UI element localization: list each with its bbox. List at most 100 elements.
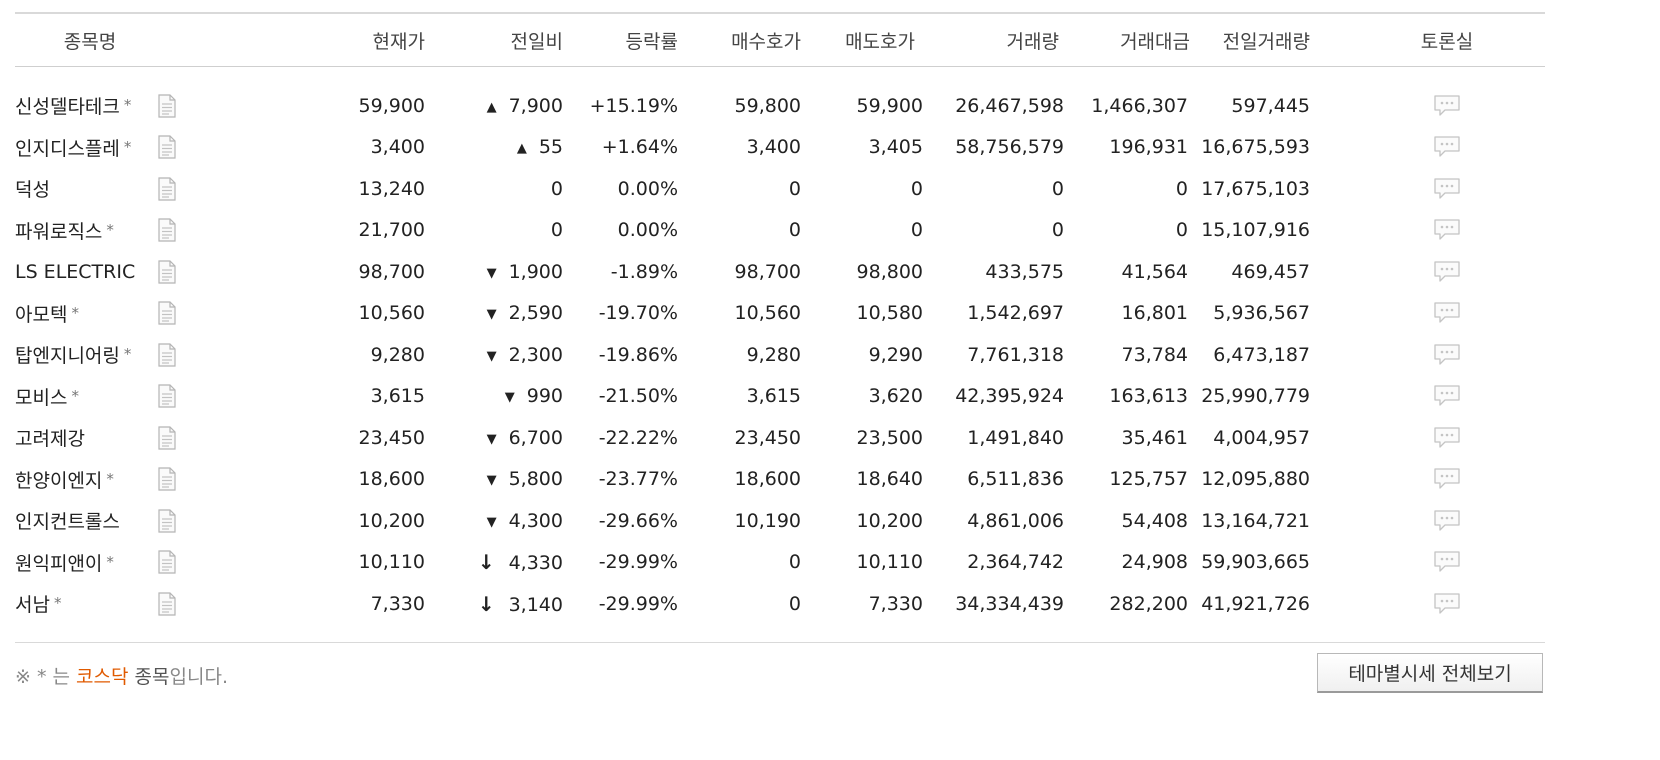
rate-cell: -1.89% (610, 260, 678, 283)
change-cell: ▼ 1,900 (425, 251, 563, 293)
rate-cell: -21.50% (598, 385, 678, 408)
forum-cell (1319, 168, 1545, 210)
volume-cell: 7,761,318 (967, 343, 1064, 366)
price-cell: 59,900 (358, 94, 425, 117)
stock-name-link[interactable]: 탑엔지니어링 (15, 345, 120, 368)
change-value: 0 (550, 219, 563, 242)
stock-name-link[interactable]: 원익피앤이 (15, 552, 103, 575)
volume-cell: 1,491,840 (967, 426, 1064, 449)
ask-cell: 0 (910, 177, 923, 200)
speech-bubble-icon[interactable] (1433, 467, 1461, 491)
table-row: 고려제강 23,450 ▼ 6,700 -22.22% 23,450 23,500 1,491… (15, 417, 1545, 459)
change-value: 6,700 (508, 426, 563, 449)
stock-name-link[interactable]: LS ELECTRIC (15, 260, 136, 283)
stock-name-link[interactable]: 한양이엔지 (15, 469, 103, 492)
rate-cell: -29.66% (598, 509, 678, 532)
stock-name-cell: 고려제강 (15, 417, 315, 459)
amount-cell: 0 (1175, 177, 1188, 200)
speech-bubble-icon[interactable] (1433, 135, 1461, 159)
view-all-theme-prices-button[interactable]: 테마별시세 전체보기 (1317, 653, 1543, 693)
volume-cell: 0 (1051, 177, 1064, 200)
bid-cell: 98,700 (734, 260, 801, 283)
amount-cell: 54,408 (1121, 509, 1188, 532)
volume-cell: 1,542,697 (967, 302, 1064, 325)
prev-volume-cell: 25,990,779 (1201, 385, 1310, 408)
change-cell: ▼ 990 (425, 376, 563, 418)
speech-bubble-icon[interactable] (1433, 218, 1461, 242)
document-icon[interactable] (157, 260, 177, 284)
volume-cell: 6,511,836 (967, 468, 1064, 491)
bid-cell: 18,600 (734, 468, 801, 491)
document-icon[interactable] (157, 177, 177, 201)
forum-cell (1319, 293, 1545, 335)
speech-bubble-icon[interactable] (1433, 509, 1461, 533)
stock-name-link[interactable]: 신성델타테크 (15, 96, 120, 119)
prev-volume-cell: 4,004,957 (1213, 426, 1310, 449)
document-icon[interactable] (157, 509, 177, 533)
kosdaq-marker: * (123, 96, 132, 115)
speech-bubble-icon[interactable] (1433, 301, 1461, 325)
stock-name-link[interactable]: 아모텍 (15, 303, 68, 326)
document-icon[interactable] (157, 592, 177, 616)
price-cell: 10,560 (358, 302, 425, 325)
header-ask: 매도호가 (801, 12, 923, 67)
speech-bubble-icon[interactable] (1433, 426, 1461, 450)
header-price: 현재가 (315, 12, 425, 67)
forum-cell (1319, 334, 1545, 376)
price-cell: 9,280 (370, 343, 425, 366)
stock-name-cell: 신성델타테크 * (15, 85, 315, 127)
forum-cell (1319, 500, 1545, 542)
prev-volume-cell: 5,936,567 (1213, 302, 1310, 325)
bid-cell: 0 (788, 592, 801, 615)
document-icon[interactable] (157, 343, 177, 367)
bid-cell: 10,190 (734, 509, 801, 532)
ask-cell: 0 (910, 219, 923, 242)
document-icon[interactable] (157, 426, 177, 450)
change-value: 990 (526, 385, 563, 408)
stock-name-link[interactable]: 고려제강 (15, 428, 85, 451)
ask-cell: 59,900 (856, 94, 923, 117)
volume-cell: 58,756,579 (955, 136, 1064, 159)
speech-bubble-icon[interactable] (1433, 260, 1461, 284)
triangle-down-icon: ▼ (486, 473, 497, 489)
amount-cell: 73,784 (1121, 343, 1188, 366)
theme-stock-table-container: 종목명 현재가 전일비 등락률 매수호가 매도호가 거래량 거래대금 전일거래량… (15, 12, 1545, 643)
document-icon[interactable] (157, 94, 177, 118)
stock-name-link[interactable]: 인지디스플레 (15, 137, 120, 160)
rate-cell: -29.99% (598, 592, 678, 615)
stock-name-link[interactable]: 덕성 (15, 179, 50, 202)
stock-name-link[interactable]: 파워로직스 (15, 220, 103, 243)
amount-cell: 16,801 (1121, 302, 1188, 325)
speech-bubble-icon[interactable] (1433, 550, 1461, 574)
triangle-down-icon: ▼ (486, 431, 497, 447)
change-value: 55 (538, 136, 563, 159)
speech-bubble-icon[interactable] (1433, 592, 1461, 616)
kosdaq-marker: * (71, 303, 79, 322)
amount-cell: 24,908 (1121, 551, 1188, 574)
bid-cell: 3,400 (746, 136, 801, 159)
speech-bubble-icon[interactable] (1433, 177, 1461, 201)
ask-cell: 7,330 (868, 592, 923, 615)
document-icon[interactable] (157, 135, 177, 159)
speech-bubble-icon[interactable] (1433, 384, 1461, 408)
price-cell: 98,700 (358, 260, 425, 283)
kosdaq-marker: * (106, 552, 114, 571)
change-cell: ↓ 4,330 (425, 542, 563, 584)
rate-cell: 0.00% (617, 219, 678, 242)
document-icon[interactable] (157, 301, 177, 325)
speech-bubble-icon[interactable] (1433, 343, 1461, 367)
stock-name-link[interactable]: 인지컨트롤스 (15, 511, 120, 534)
document-icon[interactable] (157, 218, 177, 242)
table-row: 신성델타테크 * 59,900 ▲ 7,900 +15.19% 59,800 59,900 26… (15, 85, 1545, 127)
document-icon[interactable] (157, 550, 177, 574)
speech-bubble-icon[interactable] (1433, 94, 1461, 118)
document-icon[interactable] (157, 384, 177, 408)
stock-name-link[interactable]: 모비스 (15, 386, 68, 409)
table-row: LS ELECTRIC 98,700 ▼ 1,900 -1.89% 98,700 98,80… (15, 251, 1545, 293)
ask-cell: 10,200 (856, 509, 923, 532)
document-icon[interactable] (157, 467, 177, 491)
amount-cell: 196,931 (1109, 136, 1188, 159)
price-cell: 7,330 (370, 592, 425, 615)
stock-name-link[interactable]: 서남 (15, 594, 50, 617)
prev-volume-cell: 6,473,187 (1213, 343, 1310, 366)
